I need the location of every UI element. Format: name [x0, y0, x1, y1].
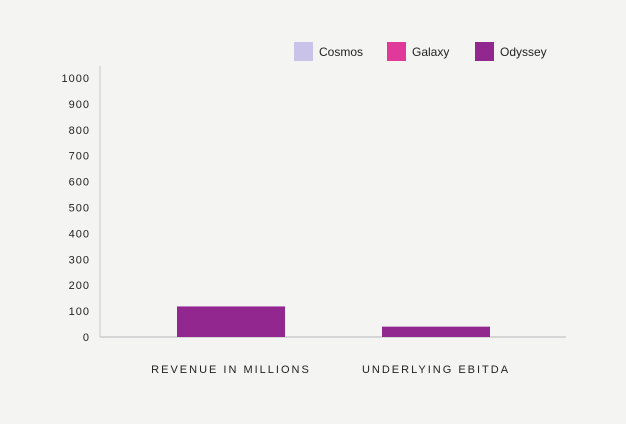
bar-odyssey-2: [382, 326, 490, 337]
legend-label-odyssey: Odyssey: [500, 45, 547, 59]
y-tick-label: 300: [69, 254, 90, 266]
y-tick-label: 800: [69, 125, 90, 137]
y-tick-label: 1000: [62, 73, 90, 85]
legend-swatch-odyssey: [475, 42, 494, 61]
bar-odyssey-1: [177, 306, 285, 337]
legend-swatch-cosmos: [294, 42, 313, 61]
y-tick-label: 900: [69, 99, 90, 111]
y-axis: 0 100 200 300 400 500 600 700 800 900 1000: [62, 66, 101, 344]
y-tick-label: 600: [69, 177, 90, 189]
y-tick-label: 200: [69, 280, 90, 292]
legend-label-galaxy: Galaxy: [412, 45, 449, 59]
bars: [177, 306, 490, 337]
y-tick-label: 700: [69, 151, 90, 163]
legend: Cosmos Galaxy Odyssey: [294, 42, 547, 61]
y-tick-label: 400: [69, 228, 90, 240]
legend-label-cosmos: Cosmos: [319, 45, 363, 59]
x-axis: REVENUE IN MILLIONS UNDERLYING EBITDA: [100, 336, 566, 376]
y-tick-label: 100: [69, 306, 90, 318]
x-category-label: REVENUE IN MILLIONS: [151, 364, 311, 376]
x-category-label: UNDERLYING EBITDA: [362, 364, 510, 376]
y-tick-label: 0: [83, 332, 90, 344]
y-tick-label: 500: [69, 203, 90, 215]
legend-swatch-galaxy: [387, 42, 406, 61]
